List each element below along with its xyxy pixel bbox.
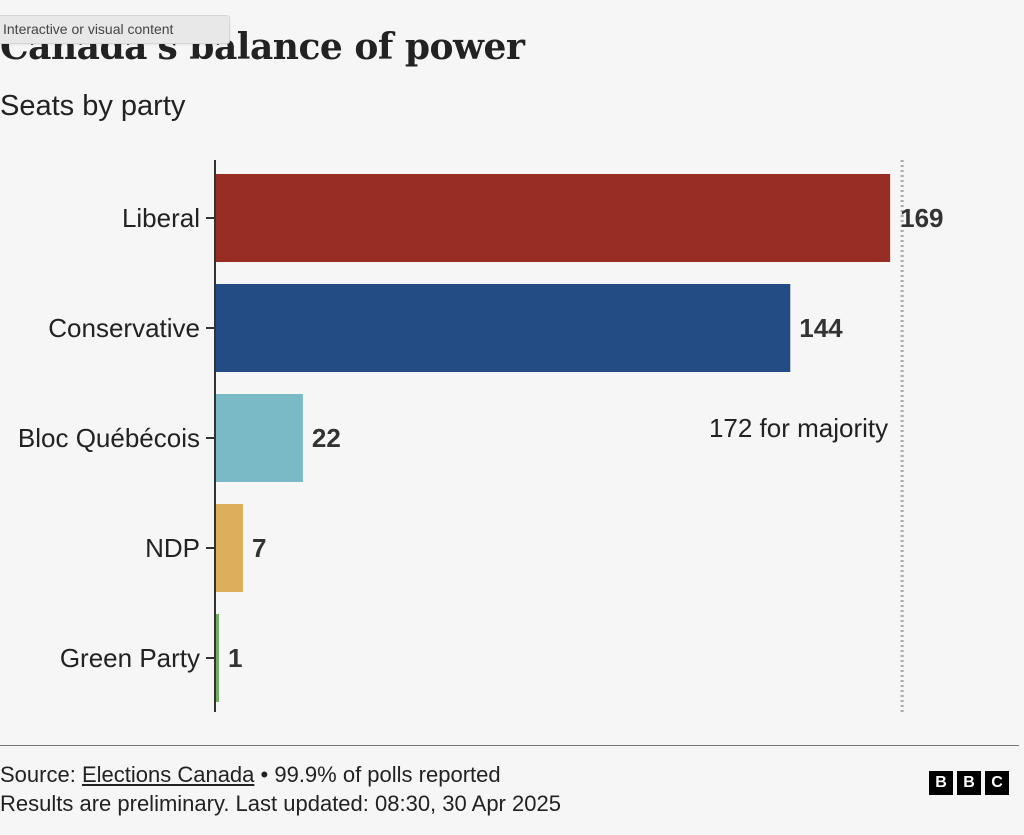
bar-conservative — [215, 284, 791, 372]
bar-green-party — [215, 614, 219, 702]
footer-divider — [0, 745, 1019, 746]
bbc-logo-letter: B — [957, 771, 981, 795]
y-tick-label: Bloc Québécois — [18, 423, 200, 453]
data-label: 144 — [799, 313, 843, 343]
chart-subtitle: Seats by party — [0, 90, 186, 122]
y-tick-label: NDP — [145, 533, 200, 563]
bbc-logo-letter: C — [985, 771, 1009, 795]
data-label: 169 — [900, 203, 943, 233]
bar-bloc-qu-b-cois — [215, 394, 303, 482]
y-tick-label: Liberal — [122, 203, 200, 233]
bbc-logo-letter: B — [929, 771, 953, 795]
tooltip: Interactive or visual content — [0, 15, 230, 44]
bar-liberal — [215, 174, 891, 262]
data-label: 22 — [312, 423, 341, 453]
source-line: Source: Elections Canada • 99.9% of poll… — [0, 760, 561, 789]
y-tick-label: Green Party — [60, 643, 200, 673]
bar-chart: 172 for majority Liberal 169 Conservative 14… — [18, 160, 944, 712]
bar-ndp — [215, 504, 243, 592]
data-label: 1 — [228, 643, 242, 673]
majority-label: 172 for majority — [709, 413, 888, 443]
bbc-logo: B B C — [929, 771, 1009, 795]
source-suffix: • 99.9% of polls reported — [260, 762, 501, 787]
source-link[interactable]: Elections Canada — [81, 762, 255, 787]
results-note: Results are preliminary. Last updated: 0… — [0, 791, 561, 816]
y-tick-label: Conservative — [48, 313, 200, 343]
source-block: Source: Elections Canada • 99.9% of poll… — [0, 760, 561, 818]
data-label: 7 — [252, 533, 266, 563]
source-prefix: Source: — [0, 762, 76, 787]
